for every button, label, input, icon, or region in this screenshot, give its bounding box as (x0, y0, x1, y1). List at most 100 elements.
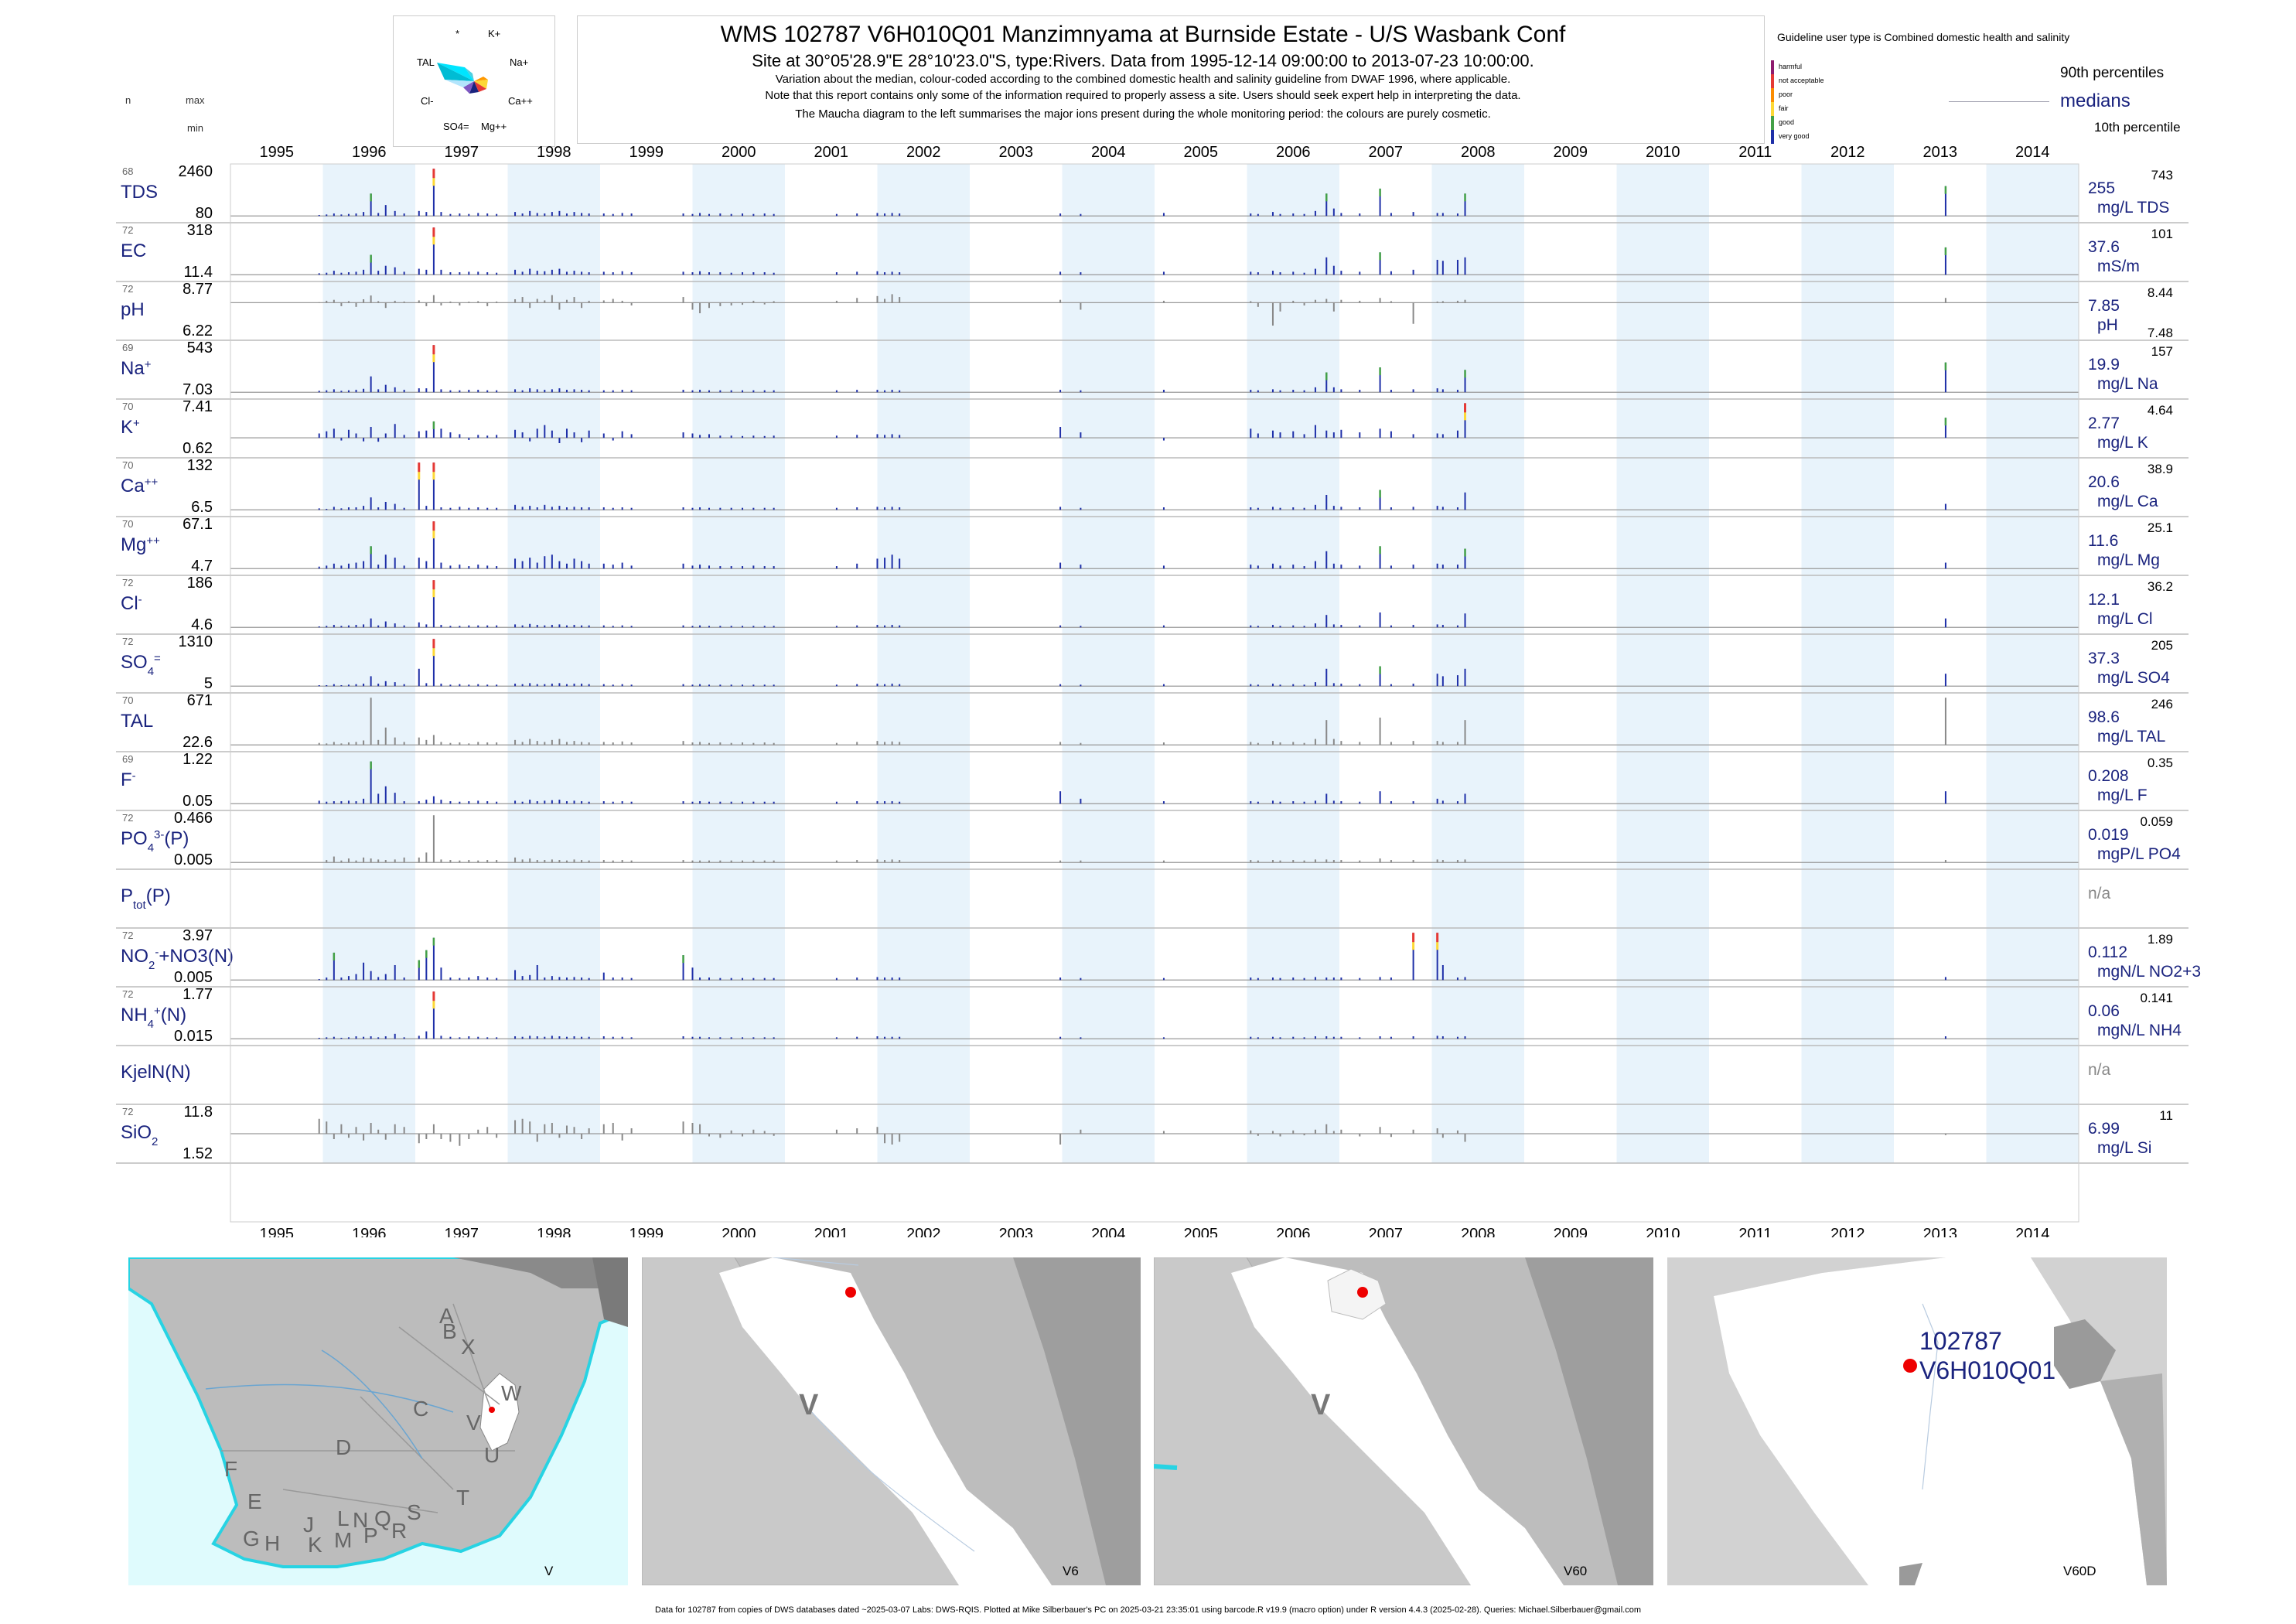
median-value: 0.112 (2088, 943, 2127, 961)
min-value: 4.6 (191, 616, 213, 633)
n-value: 72 (122, 224, 133, 236)
median-legend-line (1949, 101, 2049, 102)
year-label-top: 2013 (1923, 144, 1958, 161)
panel-Cl: 72 186 4.6 Cl- 12.1mg/L Cl 36.2 (116, 575, 2189, 635)
year-shade-2008 (1431, 164, 1524, 1163)
year-shade-2002 (877, 164, 970, 1163)
min-value: 0.005 (174, 851, 213, 868)
p90-value: 0.35 (2148, 756, 2173, 770)
median-value: 6.99 (2088, 1120, 2120, 1138)
unit-label: mg/L Cl (2097, 610, 2153, 628)
drainage-region-letter: P (363, 1523, 378, 1547)
panel-Ptot: Ptot(P) n/a (116, 885, 2189, 929)
year-shade-1998 (507, 164, 600, 1163)
param-label: Na+ (121, 358, 152, 380)
note-2: Note that this report contains only some… (765, 89, 1521, 102)
site-line: Site at 30°05'28.9"E 28°10'23.0"S, type:… (752, 51, 1534, 70)
year-label-top: 1997 (445, 144, 479, 161)
year-label-top: 1996 (352, 144, 387, 161)
station-id: 102787 (1919, 1327, 2002, 1355)
max-value: 1.77 (183, 986, 213, 1003)
guideline-title: Guideline user type is Combined domestic… (1777, 31, 2070, 43)
year-label-bottom: 2005 (1184, 1226, 1219, 1237)
p90-value: 205 (2151, 638, 2173, 653)
year-shade-2000 (692, 164, 785, 1163)
param-label: KjelN(N) (121, 1062, 191, 1083)
median-value: 0.019 (2088, 826, 2129, 844)
p90-value: 36.2 (2148, 579, 2173, 594)
min-value: 22.6 (183, 734, 213, 751)
station-code: V6H010Q01 (1919, 1356, 2056, 1384)
param-label: NO2-+NO3(N) (121, 946, 234, 972)
drainage-region-letter: F (224, 1457, 238, 1481)
median-value: 20.6 (2088, 473, 2120, 491)
min-value: 4.7 (191, 558, 213, 575)
year-label-bottom: 1997 (445, 1226, 479, 1237)
map-panel-v60: V V60 (1154, 1257, 1653, 1585)
median-value: 11.6 (2088, 532, 2118, 550)
p90-value: 11 (2159, 1108, 2173, 1123)
median-value: 0.06 (2088, 1002, 2120, 1020)
p90-value: 1.89 (2148, 932, 2173, 947)
map-v60-region-letter: V (1311, 1389, 1331, 1421)
unit-label: mg/L TAL (2097, 728, 2165, 745)
param-label: F- (121, 769, 136, 791)
drainage-region-letter: R (391, 1519, 408, 1543)
medians-label: medians (2060, 90, 2131, 111)
drainage-region-letter: E (247, 1489, 262, 1513)
year-label-top: 2010 (1646, 144, 1680, 161)
max-value: 1310 (179, 633, 213, 650)
n-value: 69 (122, 753, 133, 765)
legend-class-label: fair (1779, 104, 1789, 112)
unit-label: mg/L F (2097, 786, 2148, 804)
max-value: 67.1 (183, 516, 213, 533)
max-value: 132 (187, 457, 213, 474)
maucha-label-ca: Ca++ (508, 95, 533, 107)
min-value: 80 (196, 205, 213, 222)
max-value: 186 (187, 575, 213, 592)
median-value: 255 (2088, 179, 2115, 197)
year-shade-1996 (322, 164, 415, 1163)
year-label-bottom: 2006 (1276, 1226, 1311, 1237)
min-value: 5 (204, 675, 213, 692)
max-value: 671 (187, 692, 213, 709)
year-label-bottom: 2001 (814, 1226, 849, 1237)
panel-TDS: 68 2460 80 TDS 255 mg/L TDS 743 (116, 163, 2189, 223)
median-value: 19.9 (2088, 356, 2120, 374)
map-label-v60d: V60D (2063, 1564, 2096, 1578)
unit-label: mg/L Ca (2097, 493, 2158, 510)
drainage-region-letter: G (243, 1527, 260, 1551)
unit-label: mg/L Na (2097, 375, 2158, 393)
maucha-label-mg: Mg++ (481, 121, 507, 132)
drainage-region-letter: A (439, 1304, 454, 1328)
legend-class-label: harmful (1779, 63, 1803, 70)
max-value: 2460 (179, 163, 213, 180)
year-label-top: 2005 (1184, 144, 1219, 161)
drainage-region-letter: K (308, 1533, 322, 1557)
n-value: 70 (122, 459, 133, 471)
drainage-region-letter: T (456, 1486, 470, 1510)
min-value: 6.5 (191, 499, 213, 516)
maucha-diagram-box: * K+ TAL Na+ Cl- Ca++ SO4= Mg++ (393, 15, 555, 147)
min-value: 0.05 (183, 793, 213, 810)
year-label-bottom: 2008 (1461, 1226, 1496, 1237)
year-label-top: 2008 (1461, 144, 1496, 161)
median-value: 37.6 (2088, 238, 2120, 256)
n-value: 72 (122, 988, 133, 1000)
guideline-legend: harmful not acceptable poor fair good very go… (1771, 60, 1864, 145)
drainage-region-letter: M (334, 1528, 353, 1552)
maucha-label-tal: TAL (417, 56, 435, 68)
panel-SO4: 72 1310 5 SO4= 37.3 mg/L SO4 205 (116, 633, 2189, 694)
maucha-diagram: * K+ TAL Na+ Cl- Ca++ SO4= Mg++ (417, 28, 533, 132)
year-label-bottom: 2012 (1830, 1226, 1865, 1237)
barcode-chart: 1995 1996 1997 1998 1999 2000 2001 2002 2003 2004… (116, 144, 2201, 1237)
median-value: 37.3 (2088, 650, 2120, 667)
drainage-region-letter: Q (374, 1506, 391, 1530)
panel-Na: 69 543 7.03 Na+ 19.9mg/L Na 157 (116, 339, 2189, 400)
min-value: 1.52 (183, 1145, 213, 1162)
min-value: 6.22 (183, 322, 213, 339)
year-shading (322, 164, 2079, 1163)
